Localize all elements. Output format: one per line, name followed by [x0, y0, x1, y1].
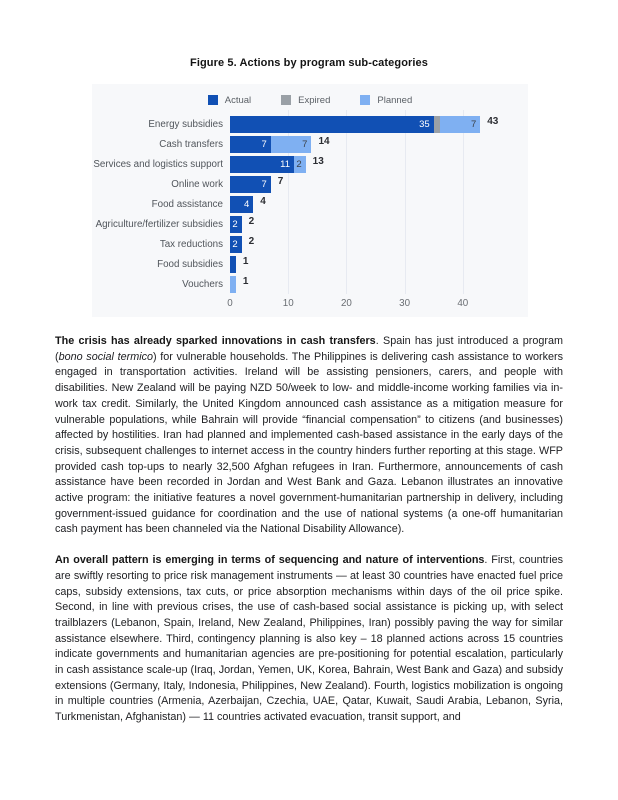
- bar-track: 7 7 14: [230, 135, 528, 153]
- category-label: Services and logistics support: [93, 158, 223, 170]
- paragraph-text: . Spain has just introduced a program (: [55, 335, 563, 363]
- bar-total-label: 13: [312, 155, 324, 167]
- bar-segment-actual: [230, 255, 236, 273]
- paragraph-cash-transfers: The crisis has already sparked innovatio…: [55, 334, 563, 538]
- paragraph-text: . First, countries are swiftly resorting…: [55, 554, 563, 724]
- bar-segment-actual: 11: [230, 155, 295, 173]
- x-axis-tick: 40: [457, 298, 469, 309]
- bar-total-label: 2: [248, 235, 255, 247]
- bar-segment-actual: 2: [230, 235, 242, 253]
- x-axis-tick: 30: [399, 298, 411, 309]
- category-label: Cash transfers: [159, 138, 223, 150]
- bar-total-label: 14: [318, 135, 330, 147]
- bar-segment-actual: 7: [230, 175, 271, 193]
- legend-label: Planned: [377, 94, 413, 106]
- category-label: Energy subsidies: [148, 118, 223, 130]
- bar-segment-planned: 7: [439, 115, 481, 133]
- gridline: [288, 110, 290, 294]
- category-label: Food assistance: [151, 198, 223, 210]
- chart-row: Food assistance 4 4: [92, 194, 528, 214]
- bar-segment-actual: 2: [230, 215, 242, 233]
- legend-swatch-planned: [360, 95, 371, 105]
- chart-row: Services and logistics support 11 2 13: [92, 154, 528, 174]
- bar-segment-planned: [230, 275, 236, 293]
- legend-swatch-expired: [281, 95, 292, 105]
- legend-item-planned: Planned: [360, 95, 412, 106]
- gridline: [404, 110, 406, 294]
- category-label: Tax reductions: [159, 238, 223, 250]
- program-name-italic: bono social termico: [58, 350, 153, 363]
- paragraph-lead-bold: The crisis has already sparked innovatio…: [55, 335, 376, 347]
- bar-segment-planned: 7: [270, 135, 312, 153]
- category-label: Vouchers: [182, 278, 223, 290]
- chart-row: Tax reductions 2 2: [92, 234, 528, 254]
- legend-swatch-actual: [207, 95, 218, 105]
- bar-segment-actual: 4: [230, 195, 254, 213]
- bar-segment-actual: 35: [230, 115, 434, 133]
- bar-total-label: 7: [277, 175, 284, 187]
- chart-legend: Actual Expired Planned: [92, 93, 528, 107]
- x-axis-tick: 0: [227, 298, 233, 309]
- bar-segment-expired: [433, 115, 440, 133]
- paragraph-lead-bold: An overall pattern is emerging in terms …: [55, 554, 485, 567]
- legend-label: Expired: [298, 94, 331, 106]
- bar-total-label: 1: [242, 275, 249, 287]
- chart-row: Energy subsidies 35 7 43: [92, 114, 528, 134]
- paragraph-text: ) for vulnerable households. The Philipp…: [55, 350, 563, 536]
- bar-segment-actual: 7: [230, 135, 271, 153]
- chart-plot: Energy subsidies 35 7 43 Cash transfers 7 7 14 S…: [92, 110, 528, 294]
- chart-row: Vouchers 1: [92, 274, 528, 294]
- bar-track: 11 2 13: [230, 155, 528, 173]
- bar-total-label: 1: [242, 255, 249, 267]
- gridline: [462, 110, 464, 294]
- bar-total-label: 43: [487, 115, 499, 127]
- chart-gridlines: [230, 110, 528, 294]
- bar-track: 1: [230, 275, 528, 293]
- chart-row: Cash transfers 7 7 14: [92, 134, 528, 154]
- legend-item-expired: Expired: [281, 95, 330, 106]
- bar-segment-planned: 2: [294, 155, 306, 173]
- x-axis: 0 10 20 30 40: [227, 295, 528, 313]
- chart-row: Food subsidies 1: [92, 254, 528, 274]
- bar-track: 1: [230, 255, 528, 273]
- x-axis-tick: 10: [282, 298, 294, 309]
- bar-total-label: 4: [260, 195, 266, 207]
- category-label: Food subsidies: [157, 258, 223, 270]
- category-label: Agriculture/fertilizer subsidies: [95, 218, 223, 230]
- chart-row: Agriculture/fertilizer subsidies 2 2: [92, 214, 528, 234]
- bar-chart: Actual Expired Planned Energy subsidies 35 7…: [92, 84, 528, 317]
- chart-row: Online work 7 7: [92, 174, 528, 194]
- figure-title: Figure 5. Actions by program sub-categor…: [190, 57, 428, 69]
- legend-item-actual: Actual: [207, 94, 252, 106]
- gridline: [346, 110, 348, 294]
- paragraph-overall-pattern: An overall pattern is emerging in terms …: [55, 553, 563, 726]
- legend-label: Actual: [224, 94, 252, 106]
- chart-rows: Energy subsidies 35 7 43 Cash transfers 7 7 14 S…: [92, 114, 528, 294]
- x-axis-tick: 20: [340, 298, 352, 309]
- category-label: Online work: [171, 178, 223, 190]
- bar-total-label: 2: [248, 215, 255, 227]
- bar-track: 35 7 43: [230, 115, 528, 133]
